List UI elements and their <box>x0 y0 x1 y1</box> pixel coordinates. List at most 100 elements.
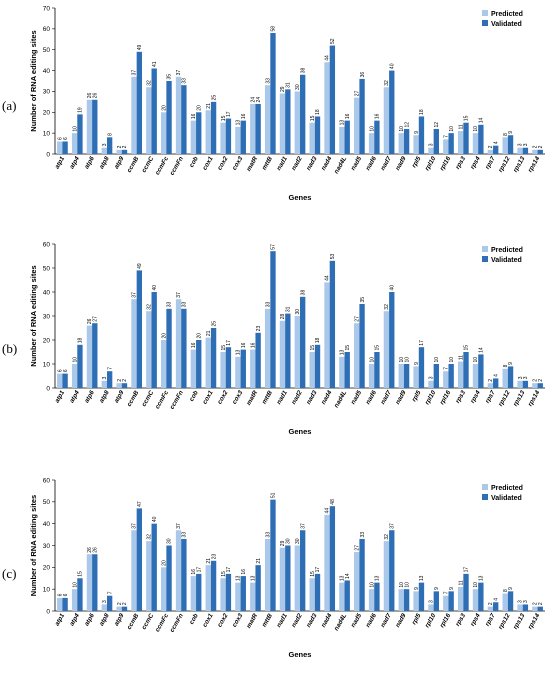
chart-1-data-label: 33 <box>182 302 188 308</box>
chart-2-data-label: 2 <box>488 602 494 605</box>
chart-0-data-label: 14 <box>479 118 485 124</box>
chart-0-bar-validated <box>240 120 246 154</box>
chart-0-category-label: rps13 <box>512 155 527 173</box>
chart-2-data-label: 33 <box>182 532 188 538</box>
chart-2-category-label: rps13 <box>512 612 527 630</box>
chart-0-data-label: 33 <box>182 78 188 84</box>
chart-1-category-label: rps14 <box>527 389 542 407</box>
chart-0-legend-swatch <box>482 20 488 26</box>
chart-1-bar-predicted <box>354 323 360 388</box>
chart-0-category-label: rpl5 <box>411 155 423 169</box>
chart-2-data-label: 17 <box>464 567 470 573</box>
chart-0-data-label: 3 <box>102 143 108 146</box>
chart-1-bar-validated <box>181 308 187 388</box>
chart-0-data-label: 12 <box>404 122 410 128</box>
chart-0-data-label: 12 <box>434 122 440 128</box>
chart-1-bar-predicted <box>86 325 93 388</box>
chart-1-bar-validated <box>433 364 439 388</box>
chart-1-legend-label: Validated <box>491 257 522 264</box>
chart-0-data-label: 3 <box>518 143 524 146</box>
chart-0-data-label: 2 <box>117 145 123 148</box>
chart-2-data-label: 47 <box>137 501 143 507</box>
chart-1-category-label: rpl10 <box>424 389 438 406</box>
chart-2-bar-predicted <box>205 565 211 611</box>
chart-1-bar-validated <box>463 352 469 388</box>
chart-0-bar-validated <box>285 89 291 154</box>
chart-2-bar-validated <box>196 573 202 611</box>
chart-0-bar-predicted <box>116 149 122 154</box>
chart-0-data-label: 52 <box>330 38 336 44</box>
chart-2-data-label: 26 <box>87 547 93 553</box>
chart-1-bar-predicted <box>487 383 494 388</box>
chart-0-bar-predicted <box>264 85 271 154</box>
chart-2-category-label: cox3 <box>231 612 244 628</box>
chart-1-category-label: nad7 <box>379 389 393 406</box>
chart-2-bar-validated <box>314 573 321 611</box>
chart-1-data-label: 57 <box>271 244 277 250</box>
chart-0-category-label: nad1 <box>275 155 289 172</box>
chart-2-data-label: 8 <box>503 589 509 592</box>
chart-0-data-label: 33 <box>265 78 271 84</box>
chart-0-data-label: 27 <box>354 90 360 96</box>
chart-1-bar-predicted <box>532 383 538 388</box>
chart-0-y-tick-label: 20 <box>43 110 51 117</box>
chart-1-y-tick-label: 20 <box>43 337 51 344</box>
chart-1-bar-validated <box>300 296 306 388</box>
chart-2-data-label: 3 <box>518 600 524 603</box>
chart-2-data-label: 15 <box>78 571 84 577</box>
chart-1-bar-predicted <box>339 356 345 388</box>
chart-2-data-label: 16 <box>191 569 197 575</box>
chart-0-data-label: 26 <box>92 92 98 98</box>
chart-0-category-label: rps7 <box>484 155 497 170</box>
chart-2-legend-swatch <box>482 484 488 490</box>
chart-1-bar-predicted <box>324 282 330 388</box>
chart-0-bar-validated <box>300 74 306 154</box>
chart-2-category-label: mttB <box>261 612 274 628</box>
chart-0-bar-predicted <box>324 62 330 154</box>
chart-1-category-label: rpl16 <box>439 389 453 406</box>
chart-2-bar-validated <box>389 530 395 611</box>
chart-2-data-label: 29 <box>280 540 286 546</box>
chart-0-bar-validated <box>359 78 365 154</box>
chart-2-data-label: 37 <box>132 523 138 529</box>
chart-1-data-label: 14 <box>479 347 485 353</box>
chart-1-bar-validated <box>270 251 276 388</box>
chart-1-category-label: atp8 <box>98 389 111 404</box>
chart-0-bar-predicted <box>57 141 63 154</box>
chart-0-category-label: cob <box>188 155 200 168</box>
chart-0-data-label: 3 <box>523 143 529 146</box>
chart-1-bar-predicted <box>161 340 167 388</box>
chart-1-bar-validated <box>62 373 68 388</box>
chart-2-bar-validated <box>166 545 172 611</box>
chart-2-data-label: 6 <box>57 593 63 596</box>
chart-2-bar-predicted <box>517 604 523 611</box>
chart-0-bar-predicted <box>146 87 152 154</box>
chart-2-category-label: rpl5 <box>411 612 423 626</box>
chart-2-bar-validated <box>121 606 128 611</box>
chart-0-bar-validated <box>344 120 350 154</box>
chart-2-category-label: nad4 <box>320 612 334 629</box>
chart-0-bar-validated <box>314 116 321 154</box>
chart-0-bar-predicted <box>502 137 508 154</box>
chart-0-y-tick-label: 70 <box>43 5 51 12</box>
chart-2-bar-predicted <box>86 554 93 611</box>
chart-2-bar-validated <box>403 589 410 611</box>
chart-0-data-label: 10 <box>473 126 479 132</box>
chart-0-data-label: 6 <box>63 137 69 140</box>
chart-2-data-label: 17 <box>315 567 321 573</box>
chart-0-data-label: 10 <box>449 126 455 132</box>
chart-2-bar-validated <box>106 595 113 611</box>
chart-0-data-label: 8 <box>503 133 509 136</box>
chart-0-category-label: nad6 <box>365 155 379 172</box>
chart-2-data-label: 48 <box>330 499 336 505</box>
chart-1-data-label: 3 <box>523 376 529 379</box>
chart-1-category-label: mttB <box>261 389 274 405</box>
chart-0-bar-predicted <box>71 133 78 154</box>
chart-1-data-label: 3 <box>102 376 108 379</box>
chart-0-category-label: rps3 <box>454 155 467 170</box>
chart-2-category-label: atp4 <box>68 612 81 627</box>
chart-0-category-label: atp4 <box>68 155 81 170</box>
panel-label-c: (c) <box>2 566 17 581</box>
chart-1-data-label: 31 <box>286 306 292 312</box>
chart-2-data-label: 32 <box>147 534 153 540</box>
